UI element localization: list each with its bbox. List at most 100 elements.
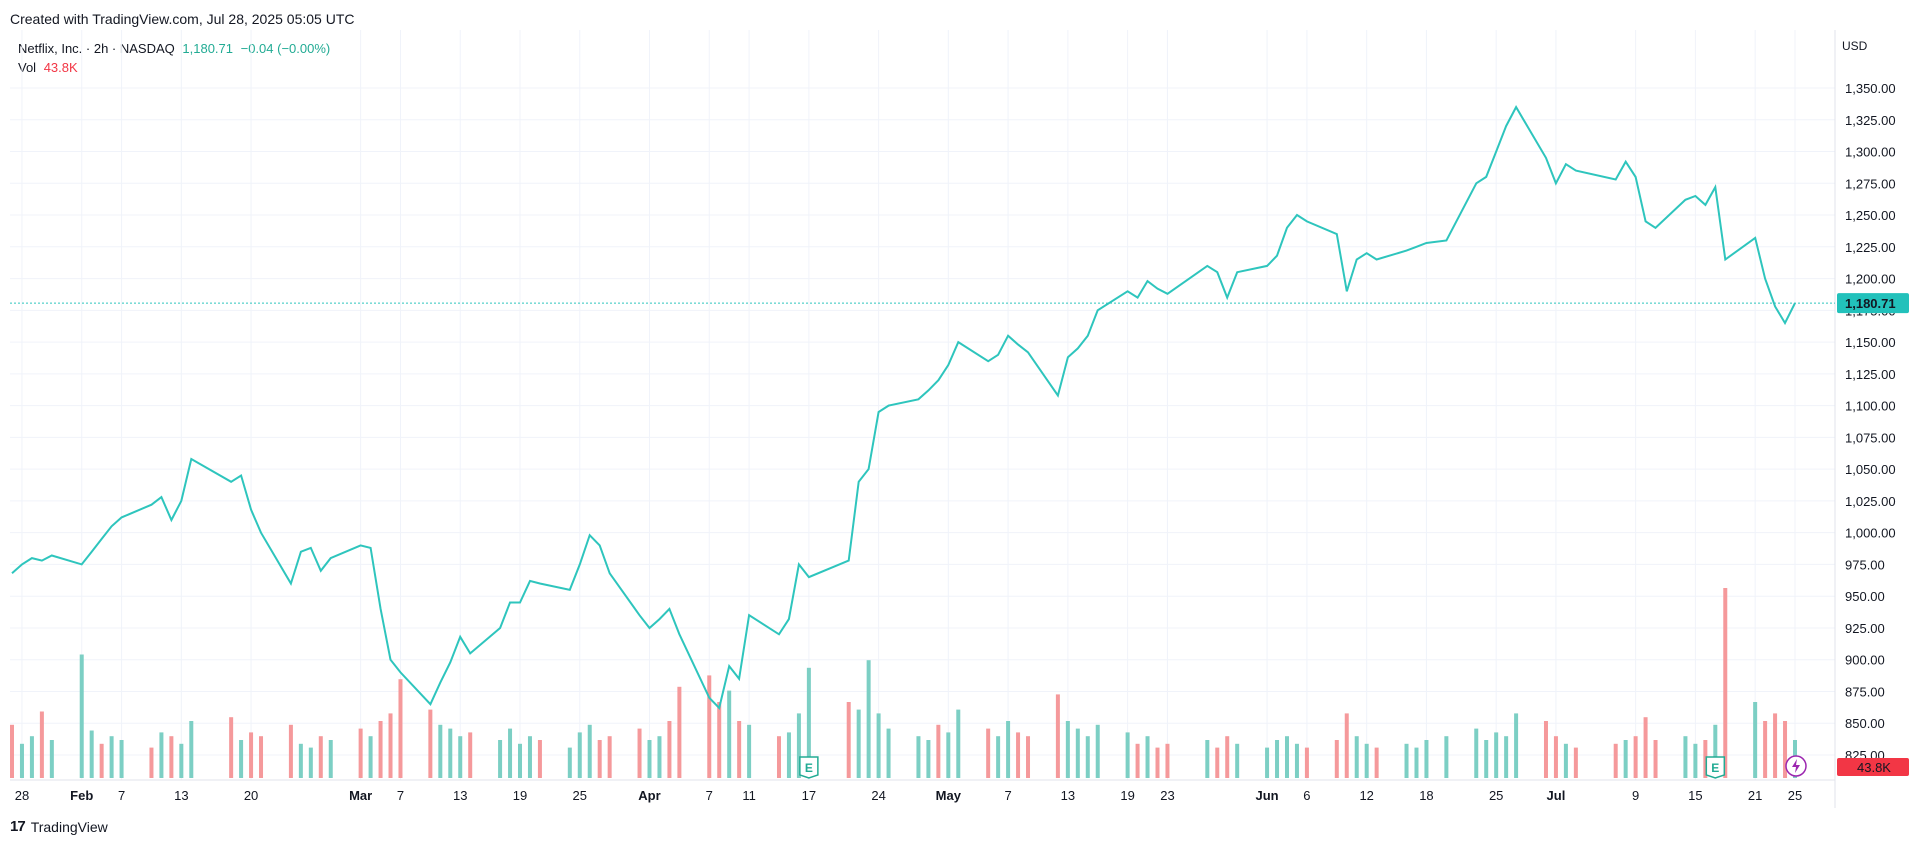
chart-legend: Netflix, Inc. · 2h · NASDAQ 1,180.71 −0.… bbox=[18, 39, 330, 77]
volume-bar bbox=[159, 732, 164, 778]
volume-bar bbox=[1055, 694, 1060, 778]
y-tick-label: 900.00 bbox=[1845, 653, 1885, 668]
volume-bar bbox=[737, 721, 742, 778]
volume-bar bbox=[707, 675, 712, 778]
footer-brand-name: TradingView bbox=[30, 818, 108, 835]
volume-bar bbox=[886, 728, 891, 778]
legend-symbol: Netflix, Inc. · 2h · NASDAQ bbox=[18, 41, 175, 56]
volume-bar bbox=[1474, 728, 1479, 778]
x-tick-label: May bbox=[936, 788, 962, 803]
chart-attribution: Created with TradingView.com, Jul 28, 20… bbox=[10, 11, 355, 27]
volume-bar bbox=[368, 736, 373, 778]
x-tick-label: 21 bbox=[1748, 788, 1762, 803]
volume-bar bbox=[1065, 721, 1070, 778]
volume-bar bbox=[727, 690, 732, 778]
volume-bar bbox=[249, 732, 254, 778]
volume-bar bbox=[508, 728, 513, 778]
volume-bar bbox=[1095, 724, 1100, 778]
x-tick-label: 7 bbox=[397, 788, 404, 803]
x-tick-label: 18 bbox=[1419, 788, 1433, 803]
price-badge-group: 1,180.71 bbox=[1837, 293, 1909, 314]
volume-bar bbox=[1553, 736, 1558, 778]
volume-bar bbox=[527, 736, 532, 778]
volume-bar bbox=[39, 711, 44, 778]
earnings-marker[interactable]: E bbox=[1705, 756, 1726, 779]
lightning-icon-glyph bbox=[1792, 759, 1800, 773]
volume-bar bbox=[1723, 588, 1728, 778]
volume-bar bbox=[1763, 721, 1768, 778]
volume-bar bbox=[876, 713, 881, 778]
legend-volume-label: Vol bbox=[18, 60, 37, 75]
price-line bbox=[11, 105, 1796, 711]
volume-bar bbox=[1135, 743, 1140, 778]
volume-bar bbox=[1623, 740, 1628, 778]
volume-bar bbox=[1374, 747, 1379, 778]
y-tick-label: 1,200.00 bbox=[1845, 272, 1896, 287]
earnings-marker[interactable]: E bbox=[799, 756, 819, 779]
x-tick-label: 9 bbox=[1632, 788, 1639, 803]
volume-bar bbox=[1284, 736, 1289, 778]
volume-bar bbox=[259, 736, 264, 778]
x-tick-label: 6 bbox=[1303, 788, 1310, 803]
volume-bar bbox=[398, 679, 403, 778]
y-tick-label: 1,250.00 bbox=[1845, 208, 1896, 223]
x-tick-label: Apr bbox=[638, 788, 660, 803]
volume-bar bbox=[1643, 717, 1648, 778]
currency-label[interactable]: USD bbox=[1842, 39, 1868, 53]
x-tick-label: 24 bbox=[871, 788, 885, 803]
x-tick-label: Jul bbox=[1547, 788, 1566, 803]
volume-bar bbox=[468, 732, 473, 778]
volume-bars bbox=[10, 588, 1797, 778]
volume-bar bbox=[458, 736, 463, 778]
volume-bar bbox=[846, 702, 851, 778]
x-tick-label: 25 bbox=[1788, 788, 1802, 803]
y-tick-label: 1,150.00 bbox=[1845, 335, 1896, 350]
volume-badge bbox=[1837, 758, 1909, 776]
volume-bar bbox=[946, 732, 951, 778]
volume-bar bbox=[239, 740, 244, 778]
volume-bar bbox=[1294, 743, 1299, 778]
volume-bar bbox=[169, 736, 174, 778]
price-badge bbox=[1837, 293, 1909, 314]
volume-bar bbox=[1215, 747, 1220, 778]
volume-bar bbox=[1504, 736, 1509, 778]
volume-bar bbox=[428, 709, 433, 778]
y-tick-label: 950.00 bbox=[1845, 589, 1885, 604]
x-tick-label: 17 bbox=[802, 788, 816, 803]
volume-bar bbox=[1085, 736, 1090, 778]
volume-bar bbox=[99, 743, 104, 778]
footer-brand[interactable]: 17 TradingView bbox=[10, 818, 108, 835]
volume-bar bbox=[577, 732, 582, 778]
volume-bar bbox=[1016, 732, 1021, 778]
volume-bar bbox=[438, 724, 443, 778]
volume-bar bbox=[1155, 747, 1160, 778]
lightning-icon-group[interactable] bbox=[1785, 755, 1807, 777]
volume-bar bbox=[1494, 732, 1499, 778]
volume-bar bbox=[308, 747, 313, 778]
volume-bar bbox=[1304, 747, 1309, 778]
volume-bar bbox=[149, 747, 154, 778]
volume-bar bbox=[1693, 743, 1698, 778]
volume-bar bbox=[936, 724, 941, 778]
volume-bar bbox=[607, 736, 612, 778]
y-tick-label: 1,000.00 bbox=[1845, 526, 1896, 541]
legend-symbol-row[interactable]: Netflix, Inc. · 2h · NASDAQ 1,180.71 −0.… bbox=[18, 39, 330, 58]
volume-bar bbox=[587, 724, 592, 778]
volume-bar bbox=[537, 740, 542, 778]
x-tick-label: 13 bbox=[174, 788, 188, 803]
volume-bar bbox=[1235, 743, 1240, 778]
legend-volume-row[interactable]: Vol 43.8K bbox=[18, 58, 330, 77]
volume-bar bbox=[1713, 724, 1718, 778]
volume-bar bbox=[1514, 713, 1519, 778]
volume-bar bbox=[1354, 736, 1359, 778]
x-tick-label: 7 bbox=[118, 788, 125, 803]
volume-bar bbox=[597, 740, 602, 778]
volume-bar bbox=[1026, 736, 1031, 778]
volume-bar bbox=[1404, 743, 1409, 778]
volume-badge-group: 43.8K bbox=[1837, 758, 1909, 776]
volume-bar bbox=[1424, 740, 1429, 778]
legend-change: −0.04 (−0.00%) bbox=[240, 41, 331, 56]
y-tick-label: 1,325.00 bbox=[1845, 113, 1896, 128]
